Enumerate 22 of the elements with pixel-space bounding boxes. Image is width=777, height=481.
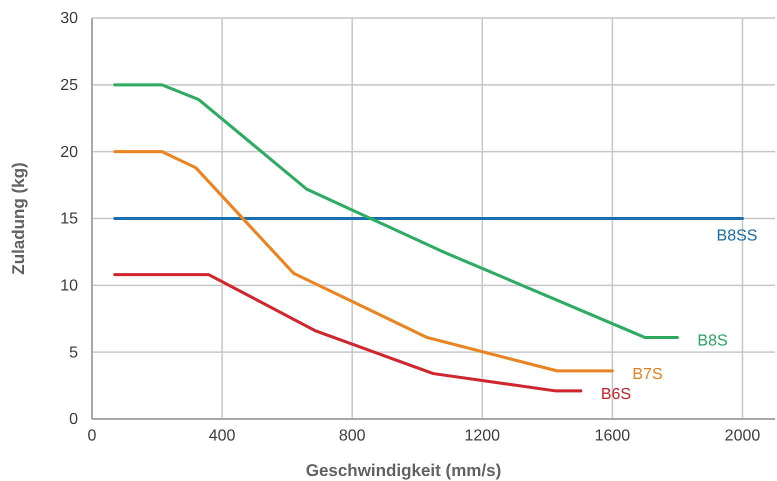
series-label: B8S (697, 332, 728, 350)
x-tick-label: 0 (88, 427, 97, 444)
x-tick-label: 1200 (464, 427, 500, 444)
series-label: B6S (600, 386, 632, 403)
y-tick-label: 30 (60, 10, 78, 28)
series-label: B8SS (716, 228, 758, 244)
y-tick-label: 5 (69, 344, 78, 362)
x-tick-label: 1600 (594, 427, 630, 444)
y-tick-label: 20 (60, 144, 78, 161)
x-tick-label: 800 (338, 427, 366, 444)
x-tick-label: 2000 (724, 427, 760, 444)
y-tick-label: 15 (60, 210, 78, 228)
line-series (113, 150, 614, 372)
line-series (113, 83, 679, 339)
y-tick-label: 0 (69, 411, 78, 428)
series-label: B7S (632, 366, 663, 383)
line-series (113, 273, 582, 392)
x-tick-label: 400 (208, 427, 236, 444)
y-axis-title: Zuladung (kg) (9, 162, 28, 275)
y-tick-label: 10 (60, 277, 78, 294)
x-axis-title: Geschwindigkeit (mm/s) (306, 461, 502, 480)
y-tick-label: 25 (60, 76, 78, 94)
